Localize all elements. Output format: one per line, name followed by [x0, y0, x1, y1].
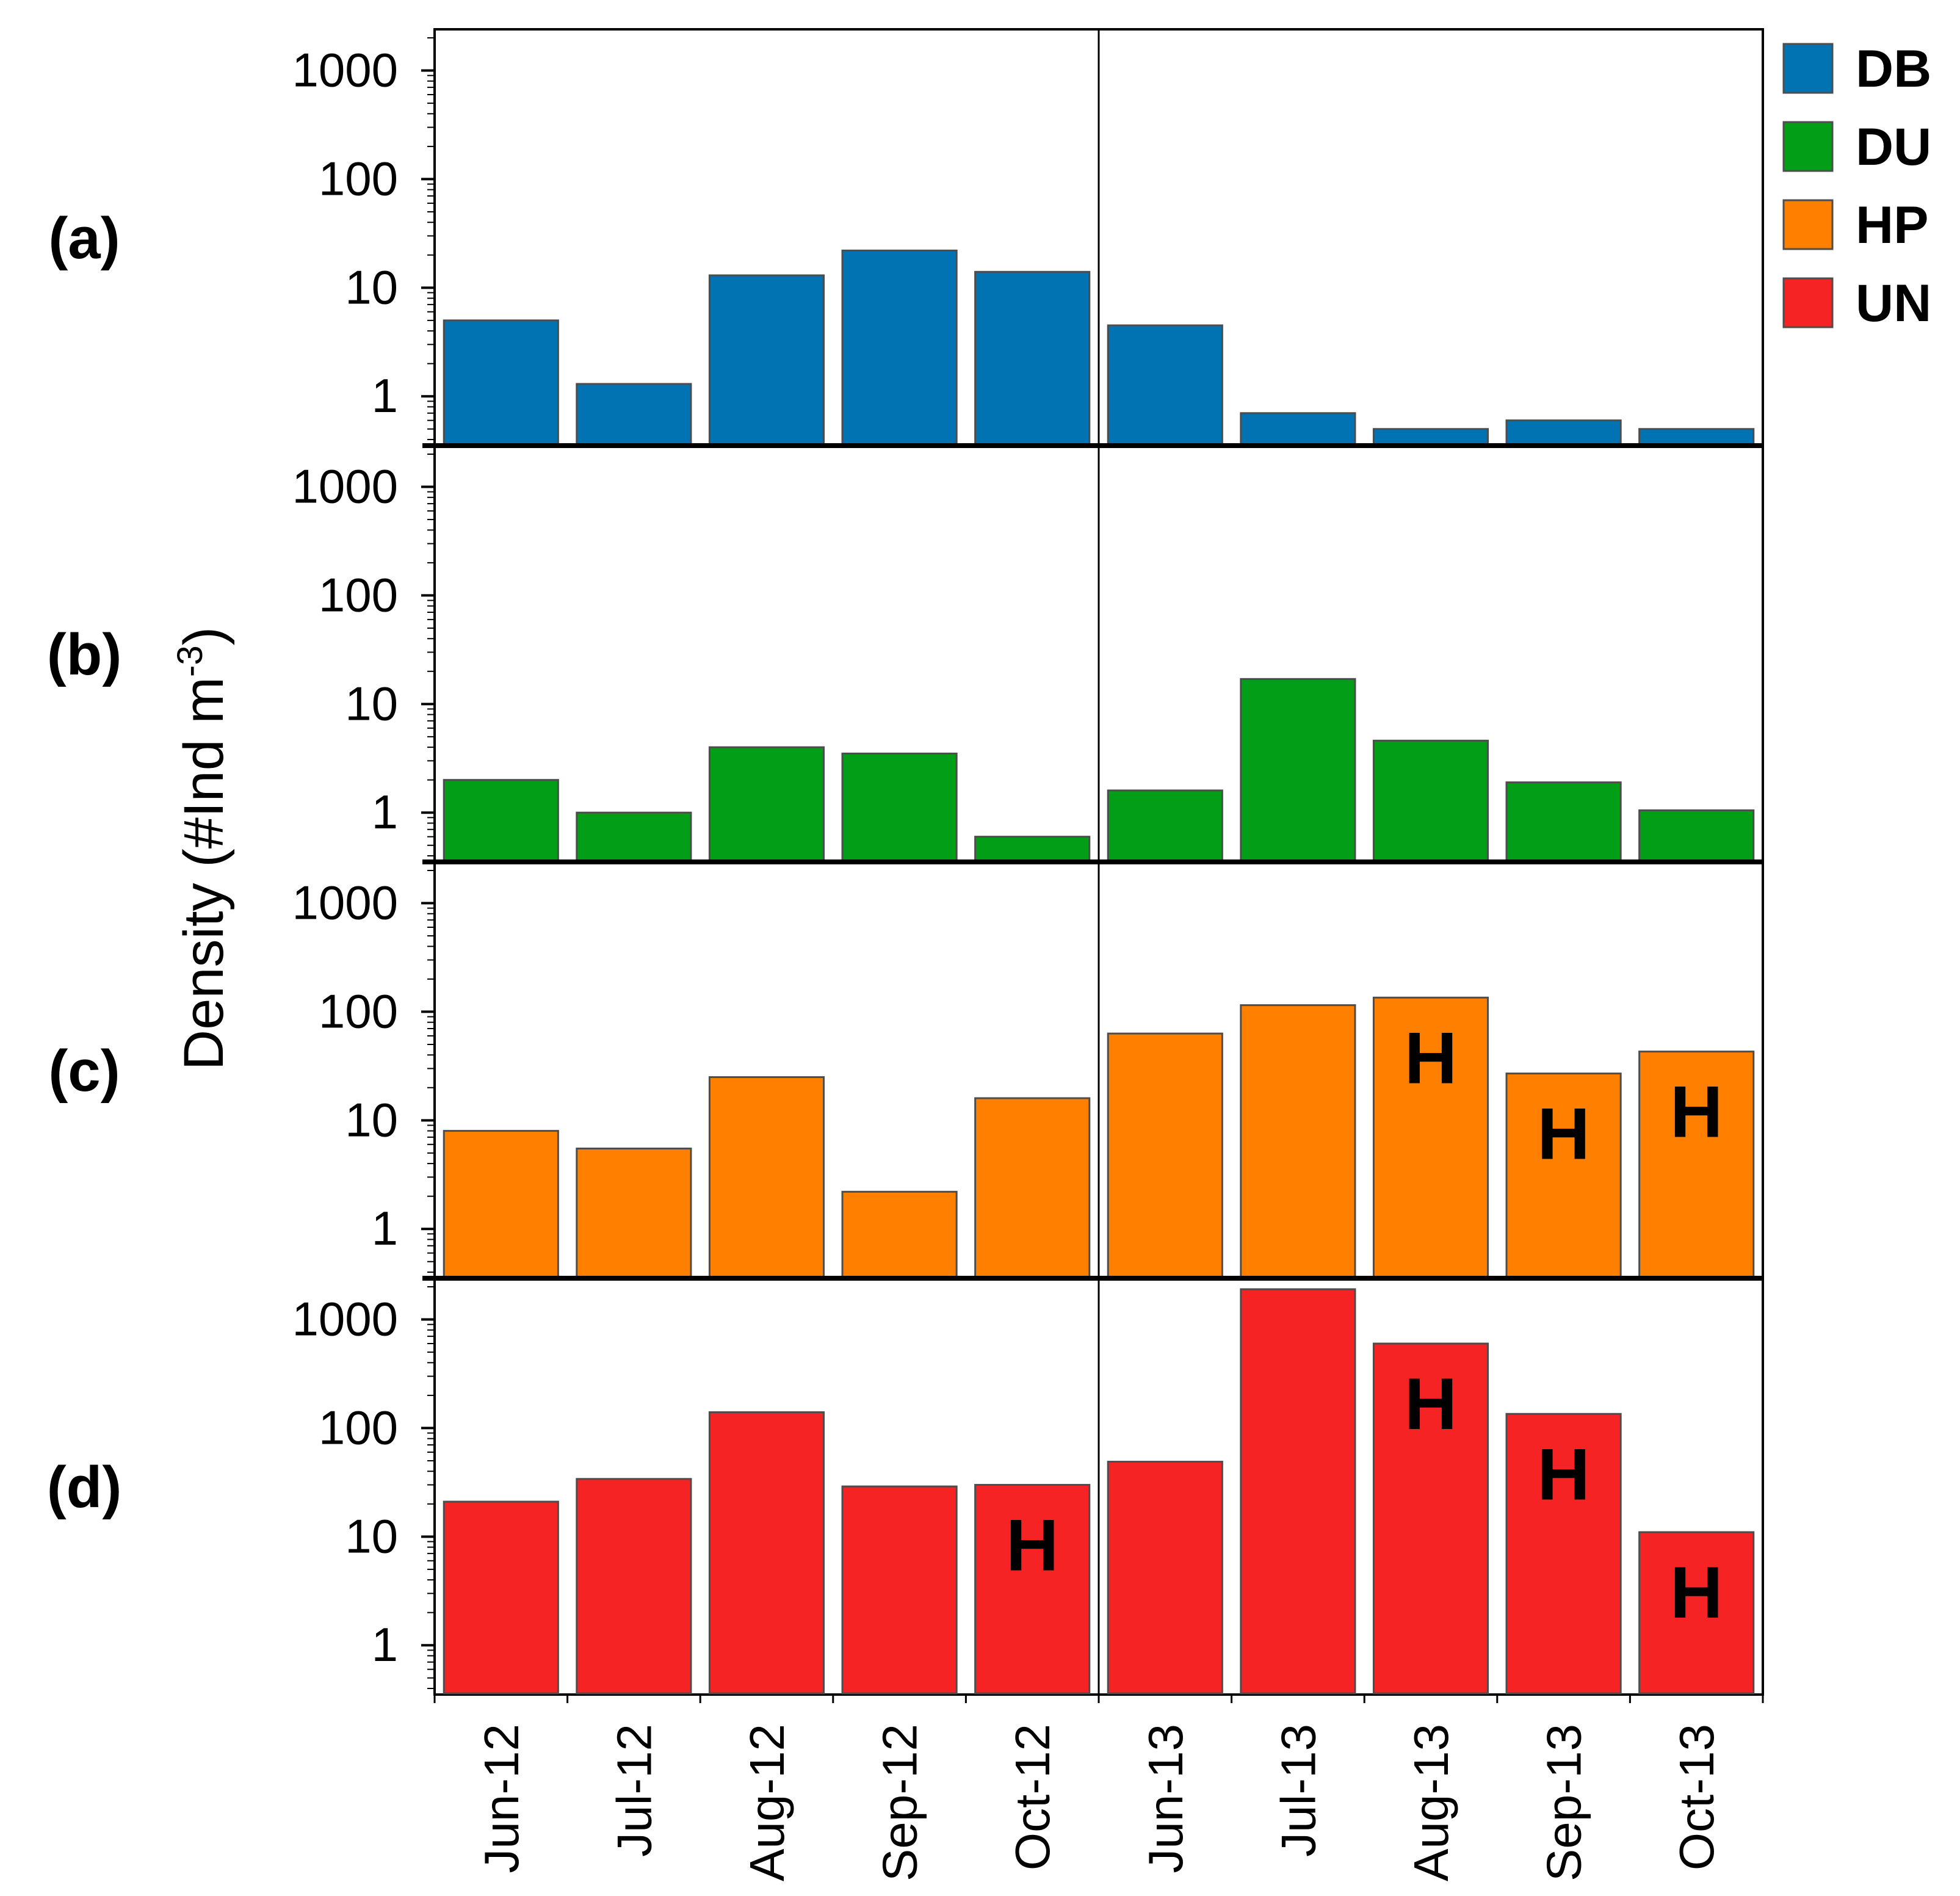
bar-sep-13: [1505, 781, 1622, 862]
x-tick-label-aug-13: Aug-13: [1404, 1724, 1458, 1881]
bar-jul-12: [576, 1478, 692, 1695]
bar-jul-13: [1240, 1004, 1356, 1278]
bar-marker-h: H: [1006, 1504, 1059, 1586]
bar-oct-12: [974, 1097, 1091, 1278]
y-tick-label: 1000: [292, 43, 398, 97]
bar-sep-12: [841, 752, 958, 862]
legend-label-un: UN: [1856, 274, 1931, 333]
x-tick-label-sep-12: Sep-12: [873, 1724, 927, 1881]
y-tick-label: 100: [319, 1400, 398, 1454]
y-tick-label: 100: [319, 151, 398, 205]
bar-oct-13: [1638, 809, 1755, 862]
y-tick-label: 1000: [292, 460, 398, 513]
bar-aug-12: [708, 1076, 825, 1278]
legend-swatch-un: [1782, 277, 1834, 328]
bar-jul-12: [576, 383, 692, 446]
bar-aug-12: [708, 274, 825, 446]
bar-marker-h: H: [1537, 1433, 1590, 1515]
y-tick-label: 1000: [292, 1292, 398, 1346]
y-tick-label: 1000: [292, 876, 398, 930]
bar-sep-12: [841, 1190, 958, 1278]
bar-sep-12: [841, 249, 958, 446]
y-tick-label: 1: [372, 369, 398, 422]
bar-aug-13: [1372, 996, 1489, 1278]
legend-label-du: DU: [1856, 118, 1931, 176]
panel-label: (c): [48, 1038, 120, 1104]
bar-oct-13: [1638, 428, 1755, 446]
bar-sep-13: [1505, 419, 1622, 446]
x-tick-label-jun-13: Jun-13: [1138, 1724, 1193, 1873]
panel-db: 1 10 100 1000 (a): [48, 28, 1764, 447]
y-axis-label-superscript: -3: [170, 645, 210, 677]
panel-label: (b): [47, 622, 122, 687]
bar-aug-12: [708, 1411, 825, 1695]
bar-oct-12: [974, 836, 1091, 862]
y-tick-label: 1: [372, 1201, 398, 1255]
y-axis-label: Density (#Ind m-3): [170, 627, 235, 1070]
bar-marker-h: H: [1670, 1552, 1723, 1634]
bar-marker-h: H: [1405, 1363, 1458, 1445]
bar-jul-13: [1240, 412, 1356, 446]
y-axis-label-close: ): [173, 627, 235, 646]
legend-label-db: DB: [1856, 40, 1931, 98]
y-tick-label: 100: [319, 568, 398, 621]
bar-jun-12: [443, 779, 559, 862]
bar-jul-13: [1240, 678, 1356, 862]
x-tick-label-jul-13: Jul-13: [1271, 1724, 1325, 1857]
bar-marker-h: H: [1537, 1093, 1590, 1175]
bar-oct-13: [1638, 1531, 1755, 1695]
bar-aug-12: [708, 746, 825, 862]
bar-jun-13: [1107, 1032, 1223, 1278]
legend-swatch-du: [1782, 121, 1834, 172]
legend: DB DU HP UN: [1782, 40, 1931, 333]
bar-jun-13: [1107, 789, 1223, 862]
bar-jun-12: [443, 1130, 559, 1278]
x-tick-label-jul-12: Jul-12: [607, 1724, 661, 1857]
bar-jun-13: [1107, 324, 1223, 446]
bar-sep-13: [1505, 1413, 1622, 1695]
panel-du: 1 10 100 1000 (b): [47, 444, 1764, 863]
bar-oct-12: [974, 1483, 1091, 1695]
x-tick-label-aug-12: Aug-12: [740, 1724, 794, 1881]
panel-label: (a): [48, 206, 120, 271]
x-tick-label-jun-12: Jun-12: [474, 1724, 529, 1873]
bar-marker-h: H: [1670, 1071, 1723, 1153]
bar-sep-12: [841, 1485, 958, 1695]
bar-oct-12: [974, 270, 1091, 446]
y-tick-label: 10: [345, 1093, 398, 1146]
bar-aug-13: [1372, 428, 1489, 446]
y-tick-label: 100: [319, 984, 398, 1038]
y-tick-label: 10: [345, 676, 398, 730]
bar-sep-13: [1505, 1073, 1622, 1278]
legend-swatch-db: [1782, 43, 1834, 94]
bar-oct-13: [1638, 1051, 1755, 1278]
x-tick-label-sep-13: Sep-13: [1537, 1724, 1591, 1881]
y-tick-label: 1: [372, 785, 398, 839]
bar-jun-12: [443, 319, 559, 446]
legend-label-hp: HP: [1856, 196, 1928, 255]
bar-jun-12: [443, 1500, 559, 1695]
x-tick-label-oct-12: Oct-12: [1005, 1724, 1060, 1870]
bar-jul-12: [576, 1148, 692, 1278]
bar-aug-13: [1372, 739, 1489, 862]
x-axis: Jun-12 Jul-12 Aug-12 Sep-12 Oct-12 Jun-13 Jul-…: [433, 1695, 1764, 1881]
bar-marker-h: H: [1405, 1017, 1458, 1099]
y-tick-label: 10: [345, 260, 398, 314]
x-tick-label-oct-13: Oct-13: [1669, 1724, 1724, 1870]
panel-label: (d): [47, 1455, 122, 1520]
bar-jun-13: [1107, 1461, 1223, 1695]
bar-jul-12: [576, 811, 692, 862]
y-tick-label: 10: [345, 1509, 398, 1563]
bar-aug-13: [1372, 1342, 1489, 1695]
legend-swatch-hp: [1782, 199, 1834, 250]
y-tick-label: 1: [372, 1618, 398, 1671]
bar-jul-13: [1240, 1288, 1356, 1695]
y-axis-label-main: Density (#Ind m: [173, 677, 235, 1070]
